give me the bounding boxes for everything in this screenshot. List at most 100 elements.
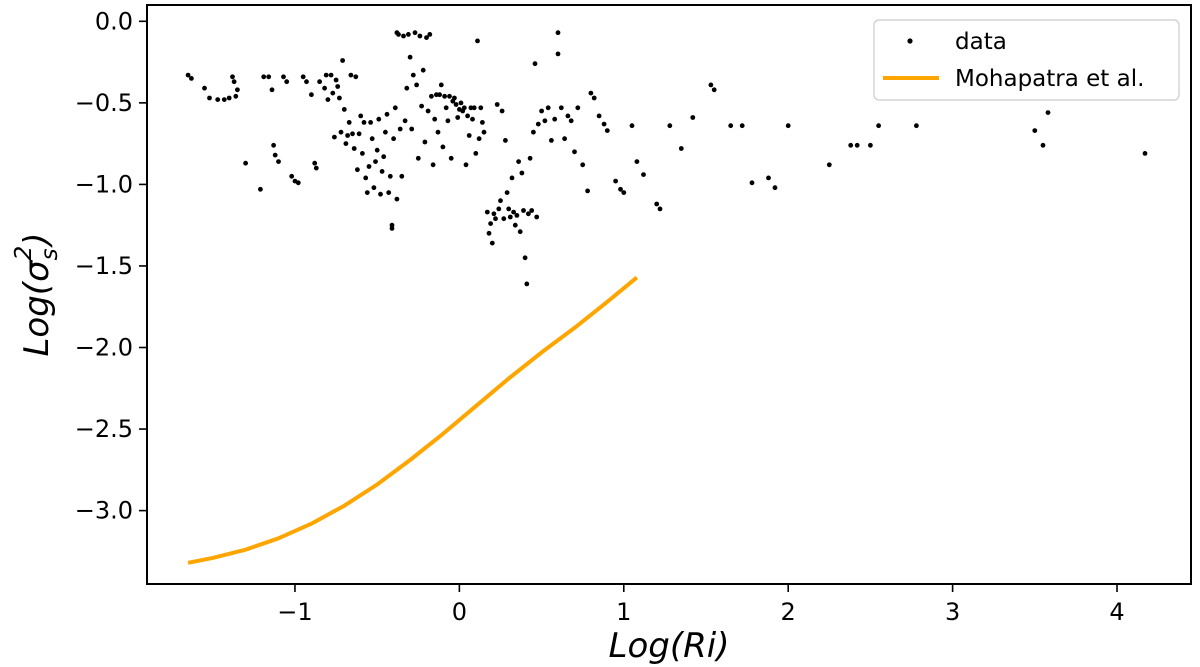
y-tick-label: −2.0 <box>75 334 133 362</box>
data-point <box>243 160 249 166</box>
data-point <box>914 123 919 129</box>
data-point <box>493 216 498 222</box>
data-point <box>389 226 395 231</box>
plot-area <box>185 30 1148 565</box>
data-point <box>585 188 590 194</box>
data-point <box>621 190 627 196</box>
data-point <box>378 191 383 197</box>
y-tick-label: −3.0 <box>75 497 133 525</box>
data-point <box>534 214 540 220</box>
data-point <box>478 105 484 111</box>
data-point <box>422 139 428 145</box>
data-point <box>325 97 331 102</box>
data-point <box>1040 142 1046 148</box>
data-point <box>531 129 536 135</box>
plot-frame <box>146 4 1192 585</box>
data-point <box>1142 151 1148 156</box>
series-line-mohapatra <box>187 275 639 565</box>
data-point <box>266 74 272 80</box>
data-point <box>207 95 212 101</box>
data-point <box>437 92 442 98</box>
data-point <box>465 113 470 119</box>
data-point <box>690 115 696 120</box>
data-point <box>509 175 515 181</box>
x-axis-title: Log(Ri) <box>609 626 730 666</box>
data-point <box>338 129 344 135</box>
data-point <box>447 93 452 99</box>
data-point <box>348 72 354 78</box>
data-point <box>337 95 342 101</box>
data-point <box>458 100 464 106</box>
y-axis-title: Log(σs2) <box>11 232 63 356</box>
data-point <box>494 102 500 107</box>
data-point <box>473 151 479 156</box>
data-point <box>443 105 449 111</box>
data-point <box>276 159 281 165</box>
data-point <box>529 208 535 213</box>
data-point <box>452 95 457 101</box>
data-point <box>425 108 431 114</box>
data-point <box>366 164 372 169</box>
data-point <box>618 186 623 192</box>
data-point <box>330 90 336 96</box>
data-point <box>522 255 528 261</box>
data-point <box>221 97 227 102</box>
data-point <box>641 172 646 178</box>
data-point <box>678 146 684 151</box>
data-point <box>558 105 564 111</box>
data-point <box>481 129 487 135</box>
data-point <box>419 103 424 109</box>
data-point <box>397 126 403 132</box>
data-point <box>410 72 416 78</box>
x-tick-label: 4 <box>1109 598 1124 626</box>
data-point <box>417 33 423 39</box>
data-point <box>572 149 577 155</box>
data-point <box>667 123 673 129</box>
data-point <box>613 178 618 184</box>
data-point <box>226 95 232 101</box>
data-point <box>708 82 714 88</box>
data-point <box>309 92 314 98</box>
data-point <box>524 281 530 287</box>
data-point <box>1032 128 1038 134</box>
y-tick-label: −2.5 <box>75 415 133 443</box>
data-point <box>575 105 581 111</box>
legend-label: data <box>955 29 1007 55</box>
data-point <box>351 146 357 151</box>
data-point <box>427 32 433 37</box>
data-point <box>356 131 362 137</box>
data-point <box>386 190 392 196</box>
data-point <box>429 93 434 99</box>
data-point <box>323 72 329 78</box>
data-point <box>1045 110 1051 115</box>
data-point <box>424 35 429 40</box>
data-point <box>445 118 451 124</box>
data-point <box>374 147 380 153</box>
data-point <box>343 141 349 147</box>
data-point <box>526 211 531 217</box>
data-point <box>517 229 523 235</box>
x-tick-label: 1 <box>616 598 631 626</box>
data-point <box>363 175 369 181</box>
data-point <box>475 38 480 44</box>
data-point <box>284 79 290 85</box>
data-point <box>432 116 438 122</box>
data-point <box>601 121 607 127</box>
data-point <box>484 209 490 215</box>
data-point <box>396 32 401 37</box>
data-point <box>335 84 341 89</box>
legend: data Mohapatra et al. <box>873 19 1180 101</box>
data-point <box>568 118 574 124</box>
data-point <box>402 118 408 124</box>
x-tick-label: −1 <box>277 598 312 626</box>
y-tick-label: 0.0 <box>95 7 133 35</box>
data-point <box>511 209 516 215</box>
data-point <box>353 74 359 80</box>
data-point <box>373 159 378 165</box>
data-point <box>539 108 544 114</box>
data-point <box>233 93 239 99</box>
data-point <box>300 74 306 80</box>
x-tick-label: 0 <box>452 598 467 626</box>
data-point <box>346 120 352 125</box>
data-point <box>399 173 405 179</box>
